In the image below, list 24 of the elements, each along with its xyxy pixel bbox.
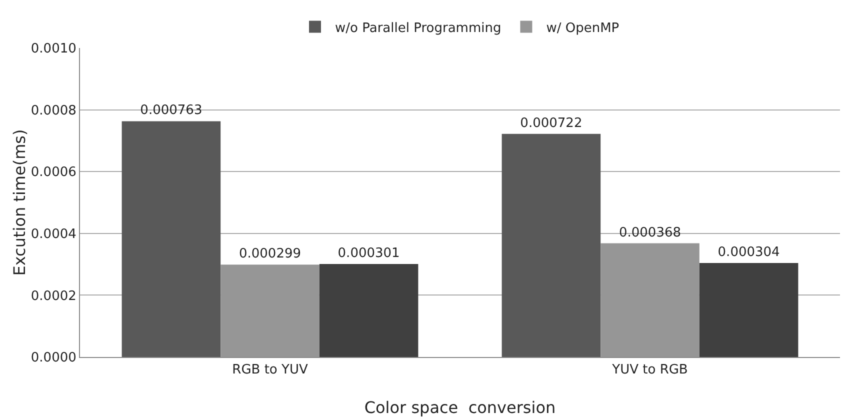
legend-label: w/o Parallel Programming: [335, 20, 502, 36]
data-label: 0.000301: [338, 246, 400, 261]
bar: [600, 243, 700, 357]
data-label: 0.000299: [238, 246, 302, 262]
x-tick-label: YUV to RGB: [611, 362, 688, 378]
y-axis-title: Excution time(ms): [10, 129, 29, 276]
bar: [319, 264, 418, 357]
y-tick-label: 0.0002: [30, 288, 76, 304]
data-label: 0.000304: [718, 245, 780, 260]
x-tick-label: RGB to YUV: [232, 362, 308, 378]
x-axis-title: Color space conversion: [364, 398, 556, 417]
bar: [502, 134, 601, 357]
data-label: 0.000763: [140, 103, 202, 118]
y-tick-label: 0.0010: [30, 42, 76, 57]
data-label: 0.000722: [520, 116, 582, 131]
legend-label: w/ OpenMP: [546, 20, 620, 36]
y-tick-label: 0.0008: [30, 103, 76, 118]
y-tick-label: 0.0000: [30, 350, 76, 366]
bar: [122, 121, 221, 357]
bar: [699, 263, 798, 357]
y-tick-label: 0.0006: [30, 165, 76, 180]
y-tick-label: 0.0004: [30, 226, 76, 242]
bar: [220, 264, 320, 357]
data-label: 0.000368: [618, 225, 682, 240]
